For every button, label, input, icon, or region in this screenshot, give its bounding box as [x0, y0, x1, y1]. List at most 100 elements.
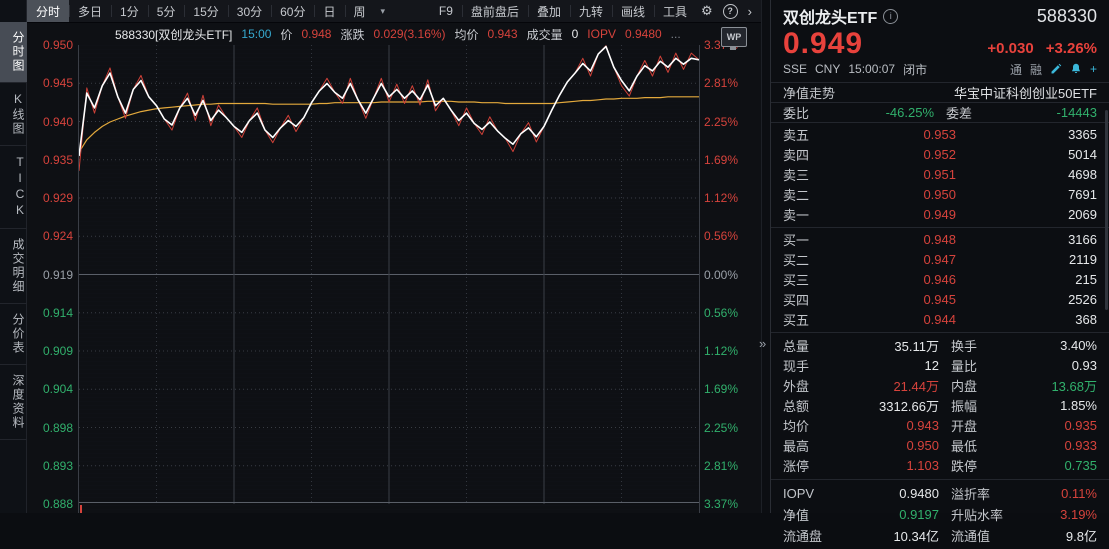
ask-label: 卖五: [783, 128, 810, 143]
ask-row-4[interactable]: 卖一 0.949 2069: [771, 205, 1109, 225]
help-icon[interactable]: ?: [722, 3, 738, 19]
stat-value: 0.933: [1064, 438, 1097, 453]
bid-row-4[interactable]: 买五 0.944 368: [771, 310, 1109, 330]
ask-row-1[interactable]: 卖四 0.952 5014: [771, 145, 1109, 165]
price-tick-9: 0.904: [42, 382, 73, 397]
edit-pencil-icon[interactable]: [1050, 63, 1062, 75]
toolbar-action-5[interactable]: 工具: [653, 0, 696, 22]
panel-divider[interactable]: »: [759, 0, 770, 513]
chevron-right-icon[interactable]: ›: [747, 3, 752, 19]
toolbar-action-4[interactable]: 画线: [611, 0, 654, 22]
stat-label: 最低: [951, 439, 978, 454]
chart-info-item-2: 价: [280, 27, 293, 42]
stat-row-0: IOPV 0.9480 溢折率 0.11%: [771, 483, 1109, 504]
plot-area[interactable]: [78, 45, 700, 513]
wp-widget-icon[interactable]: WP: [721, 27, 747, 50]
stat-label: 溢折率: [951, 486, 991, 502]
toolbar-tab-7[interactable]: 日: [314, 0, 344, 22]
ask-row-3[interactable]: 卖二 0.950 7691: [771, 185, 1109, 205]
sidebar-tab-3[interactable]: 成交明细: [0, 229, 27, 304]
percent-tick-9: 1.69%: [704, 382, 739, 397]
stat-value: 1.103: [906, 458, 939, 473]
stat-label: 最高: [783, 439, 810, 454]
volume-bar: [80, 505, 82, 513]
ask-row-2[interactable]: 卖三 0.951 4698: [771, 165, 1109, 185]
stats-block: 总量 35.11万 换手 3.40% 现手 12 量比 0.93 外盘 21.44万 内盘 13.68…: [771, 333, 1109, 480]
toolbar-tab-4[interactable]: 15分: [184, 0, 227, 22]
price-axis: 0.950 0.945 0.940 0.935 0.929 0.924 0.919 0.914…: [27, 38, 78, 513]
stat-label: 涨停: [783, 459, 810, 474]
weicha-label: 委差: [946, 105, 973, 121]
toolbar-tab-3[interactable]: 5分: [147, 0, 185, 22]
toolbar-action-1[interactable]: 盘前盘后: [461, 0, 528, 22]
chart-info-item-10: IOPV: [587, 27, 616, 41]
bid-row-0[interactable]: 买一 0.948 3166: [771, 230, 1109, 250]
bid-volume: 215: [1075, 272, 1097, 287]
collapse-panel-icon[interactable]: »: [759, 336, 767, 351]
stat-value: 9.8亿: [1065, 528, 1097, 544]
toolbar-tab-6[interactable]: 60分: [271, 0, 314, 22]
sidebar-tab-0[interactable]: 分时图: [0, 22, 27, 83]
margin-badge-1: 融: [1029, 62, 1042, 77]
alert-bell-icon[interactable]: [1070, 63, 1082, 75]
price-tick-2: 0.940: [42, 114, 73, 129]
toolbar-action-0[interactable]: F9: [438, 4, 453, 18]
ask-book: 卖五 0.953 3365 卖四 0.952 5014 卖三 0.951 4698 卖二 0.950…: [771, 123, 1109, 228]
ask-price: 0.953: [923, 127, 956, 142]
quote-panel: 双创龙头ETF i 588330 0.949 +0.030 +3.26% SSE…: [770, 0, 1109, 544]
bid-price: 0.945: [923, 292, 956, 307]
iopv-stats-block: IOPV 0.9480 溢折率 0.11% 净值 0.9197 升贴水率 3.19% 流通盘 10…: [771, 480, 1109, 549]
stat-row-6: 涨停 1.103 跌停 0.735: [771, 456, 1109, 476]
period-toolbar: 分时 多日 1分 5分 15分 30分 60分日周 ▾ F9 盘前盘后 叠加 九转 画线 工具 ⚙? ›: [27, 0, 761, 23]
bid-label: 买五: [783, 313, 810, 328]
sidebar-tab-2[interactable]: TICK: [0, 146, 27, 229]
stat-value: 12: [924, 358, 939, 373]
stat-value: 0.11%: [1061, 485, 1097, 501]
bid-row-2[interactable]: 买三 0.946 215: [771, 270, 1109, 290]
stat-value: 3.19%: [1060, 506, 1097, 522]
ask-price: 0.952: [923, 147, 956, 162]
bid-row-1[interactable]: 买二 0.947 2119: [771, 250, 1109, 270]
sidebar-tab-1[interactable]: K线图: [0, 83, 27, 146]
percent-tick-8: 1.12%: [704, 344, 739, 358]
percent-tick-2: 2.25%: [704, 114, 739, 129]
ask-volume: 4698: [1068, 167, 1097, 182]
ask-price: 0.949: [923, 207, 956, 222]
last-price: 0.949: [783, 27, 864, 60]
more-dropdown-icon[interactable]: ▾: [380, 5, 386, 16]
percent-tick-10: 2.25%: [704, 420, 739, 435]
toolbar-action-2[interactable]: 叠加: [527, 0, 570, 22]
ask-label: 卖四: [783, 148, 810, 163]
chart-info-item-12: ...: [670, 27, 681, 41]
toolbar-tab-8[interactable]: 周: [344, 0, 375, 22]
info-icon[interactable]: i: [883, 8, 899, 24]
stat-row-2: 流通盘 10.34亿 流通值 9.8亿: [771, 525, 1109, 546]
price-tick-10: 0.898: [42, 420, 73, 435]
bid-label: 买四: [783, 293, 810, 308]
chart-info-item-5: 0.029(3.16%): [373, 27, 446, 41]
sidebar-tab-4[interactable]: 分价表: [0, 304, 27, 365]
nav-trend-row[interactable]: 净值走势 华宝中证科创创业50ETF: [771, 83, 1109, 103]
nav-trend-label: 净值走势: [783, 85, 836, 101]
sidebar-tab-5[interactable]: 深度资料: [0, 365, 27, 440]
toolbar-tab-1[interactable]: 多日: [69, 0, 111, 22]
add-plus-icon[interactable]: +: [1089, 62, 1097, 76]
chart-info-item-8: 成交量: [526, 27, 563, 42]
toolbar-action-3[interactable]: 九转: [569, 0, 612, 22]
stat-label: 总量: [783, 339, 810, 354]
weibi-label: 委比: [783, 105, 810, 121]
toolbar-tab-0[interactable]: 分时: [27, 0, 70, 22]
toolbar-tab-5[interactable]: 30分: [227, 0, 271, 22]
bid-volume: 2526: [1068, 292, 1097, 307]
stat-label: 流通值: [951, 528, 991, 544]
settings-gear-icon[interactable]: ⚙: [701, 3, 713, 18]
bid-row-3[interactable]: 买四 0.945 2526: [771, 290, 1109, 310]
scrollbar[interactable]: [1105, 110, 1108, 310]
stat-value: 21.44万: [893, 379, 939, 394]
ask-row-0[interactable]: 卖五 0.953 3365: [771, 125, 1109, 145]
percent-tick-5: 0.56%: [704, 229, 739, 244]
stat-value: 13.68万: [1051, 379, 1097, 394]
margin-badge-0: 通: [1009, 62, 1022, 77]
toolbar-tab-2[interactable]: 1分: [111, 0, 148, 22]
currency-label: CNY: [815, 62, 841, 76]
